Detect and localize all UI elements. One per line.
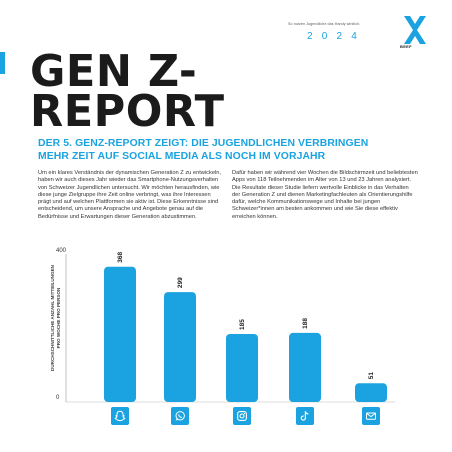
subtitle-line-1: DER 5. GENZ-REPORT ZEIGT: DIE JUGENDLICH…: [38, 138, 369, 149]
snapchat-icon: [111, 407, 129, 425]
header-year: 2 0 2 4: [307, 31, 360, 42]
brand-logo-icon: [404, 16, 426, 44]
bar-instagram: [226, 334, 258, 402]
page-title-line-1: GEN Z-: [30, 46, 198, 97]
y-tick-label-max: 400: [56, 248, 67, 254]
header-tagline: So nutzen Jugendliche das Handy wirklich…: [288, 22, 361, 26]
accent-bar: [0, 52, 5, 74]
report-subtitle: DER 5. GENZ-REPORT ZEIGT: DIE JUGENDLICH…: [38, 138, 428, 163]
intro-text-left: Um ein klares Verständnis der dynamische…: [38, 170, 222, 220]
intro-text-right: Dafür haben wir während vier Wochen die …: [232, 170, 418, 220]
tiktok-icon: [296, 407, 314, 425]
bar-snapchat: [104, 266, 136, 402]
page-title-line-2: REPORT: [30, 86, 225, 137]
subtitle-line-2: MEHR ZEIT AUF SOCIAL MEDIA ALS NOCH IM V…: [38, 150, 326, 162]
whatsapp-icon: [171, 407, 189, 425]
bar-value-label: 51: [368, 372, 375, 380]
bar-value-label: 299: [177, 277, 184, 288]
bar-value-label: 368: [117, 252, 124, 263]
bar-value-label: 188: [302, 318, 309, 329]
instagram-icon: [233, 407, 251, 425]
y-tick-label-min: 0: [56, 395, 60, 401]
page-title: GEN Z- REPORT: [30, 50, 225, 134]
brand-logo-text: BEEF: [400, 44, 412, 49]
mail-icon: [362, 407, 380, 425]
bar-whatsapp: [164, 292, 196, 402]
bar-tiktok: [289, 332, 321, 402]
bar-value-label: 185: [239, 319, 246, 330]
bar-mail: [355, 383, 387, 402]
